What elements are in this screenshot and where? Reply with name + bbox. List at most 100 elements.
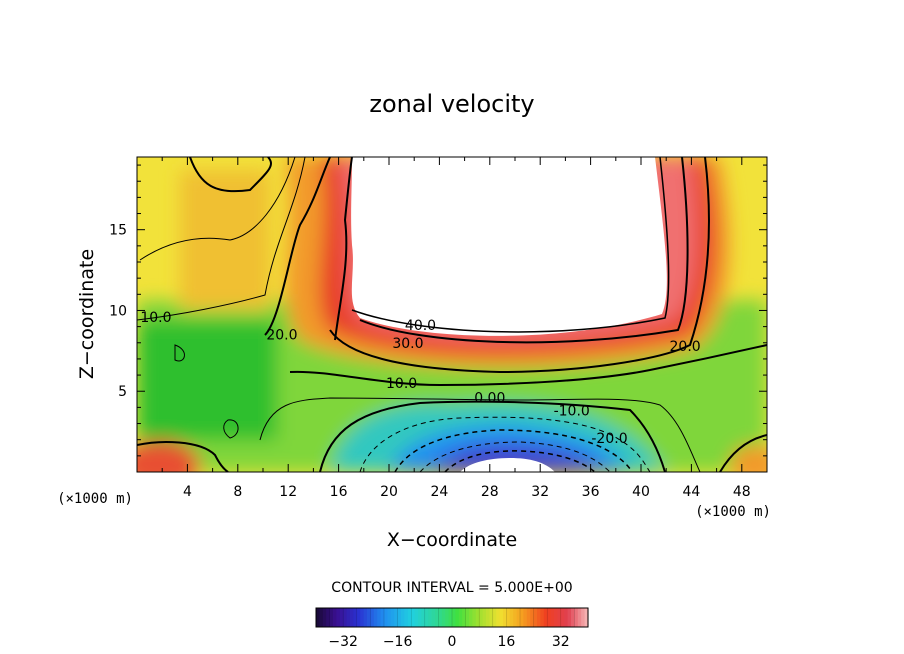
colorbar-swatch [329,608,334,627]
colorbar-swatch [499,608,504,627]
colorbar-swatch [584,608,589,627]
colorbar-swatch [486,608,490,627]
colorbar-swatch [537,608,541,627]
colorbar-swatch [489,608,494,627]
colorbar-swatch [397,608,402,627]
x-tick-label: 24 [430,484,448,500]
colorbar-swatch [526,608,531,627]
x-tick-label: 40 [632,484,650,500]
contour-label: 30.0 [392,336,423,352]
colorbar-swatch [455,608,460,627]
colorbar-swatch [322,608,327,627]
colorbar-swatch [339,608,344,627]
colorbar-swatch [506,608,511,627]
contour-label: 20.0 [266,328,297,344]
colorbar-swatch [567,608,572,627]
colorbar-swatch [356,608,361,627]
colorbar-swatch [503,608,507,627]
contour-neg-05 [359,416,651,472]
colorbar-swatch [550,608,555,627]
colorbar-frame [315,607,589,628]
contour-40-main [351,157,670,333]
colorbar-swatch [462,608,467,627]
colorbar-tick-label: 32 [552,634,570,650]
field-spot-right-orange [730,445,767,472]
colorbar-swatch [401,608,405,627]
colorbar-swatch [540,608,545,627]
x-tick-label: 4 [183,484,192,500]
colorbar-swatch [458,608,463,627]
colorbar-swatch [571,608,575,627]
x-tick-label: 16 [330,484,348,500]
chart-title: zonal velocity [369,90,534,118]
colorbar-swatch [445,608,450,627]
contour-label: -20.0 [591,431,627,447]
colorbar-swatch [367,608,371,627]
colorbar-swatch [448,608,453,627]
contour-label: 40.0 [405,318,436,334]
colorbar [315,608,589,627]
colorbar-swatch [424,608,429,627]
colorbar-swatch [452,608,456,627]
colorbar-swatch [411,608,416,627]
y-tick-label: 15 [109,223,127,239]
colorbar-swatch [350,608,354,627]
colorbar-swatch [441,608,446,627]
colorbar-swatch [554,608,558,627]
colorbar-swatch [543,608,548,627]
y-tick-label: 5 [118,384,127,400]
colorbar-swatch [336,608,341,627]
contour-interval-text: CONTOUR INTERVAL = 5.000E+00 [331,580,572,596]
colorbar-swatch [319,608,324,627]
colorbar-swatch [394,608,399,627]
colorbar-swatch [438,608,443,627]
colorbar-swatch [465,608,470,627]
contour-15-left [137,157,306,321]
colorbar-swatch [574,608,579,627]
colorbar-swatch [373,608,378,627]
colorbar-swatch [560,608,565,627]
contour-20-main [329,157,711,374]
colorbar-swatch [346,608,351,627]
colorbar-swatch [431,608,436,627]
colorbar-swatch [435,608,439,627]
colorbar-swatch [387,608,392,627]
x-axis-unit-label: (×1000 m) [695,504,771,520]
colorbar-swatch [520,608,524,627]
x-tick-label: 44 [682,484,700,500]
x-tick-label: 36 [582,484,600,500]
x-origin-unit-label: (×1000 m) [57,491,133,507]
colorbar-swatch [428,608,433,627]
contour-label: 0.00 [474,391,505,407]
field-spot-left-red [137,440,200,472]
colorbar-swatch [482,608,487,627]
contour-15-upper [139,157,296,261]
plot-frame [136,156,768,473]
min-region-white [460,458,555,472]
contour-bottom-left [137,441,229,472]
colorbar-tick-label: −32 [328,634,358,650]
contour-small-loop-2 [223,419,239,439]
velocity-field: 10.0 20.0 40.0 30.0 20.0 10.0 0.00 -10.0-20.0 [137,157,767,472]
contour-label: -10.0 [554,404,590,420]
colorbar-swatch [363,608,368,627]
colorbar-swatch [333,608,337,627]
colorbar-swatch [370,608,375,627]
colorbar-swatch [316,608,320,627]
colorbar-swatch [479,608,484,627]
colorbar-swatch [523,608,528,627]
colorbar-swatch [564,608,569,627]
contour-neg-15 [419,441,611,472]
y-axis-ticks: 5 10 15 [109,164,767,457]
colorbar-swatch [343,608,348,627]
contour-label: 10.0 [140,310,171,326]
x-tick-label: 12 [279,484,297,500]
field-band-left-green [137,320,277,440]
contour-neg-20 [444,450,596,472]
y-axis-label: Z−coordinate [76,249,98,379]
contour-small-loop [174,344,185,362]
colorbar-swatch [384,608,388,627]
colorbar-tick-label: 16 [497,634,515,650]
contour-neg-10 [394,429,633,472]
contour-lines [137,157,767,472]
